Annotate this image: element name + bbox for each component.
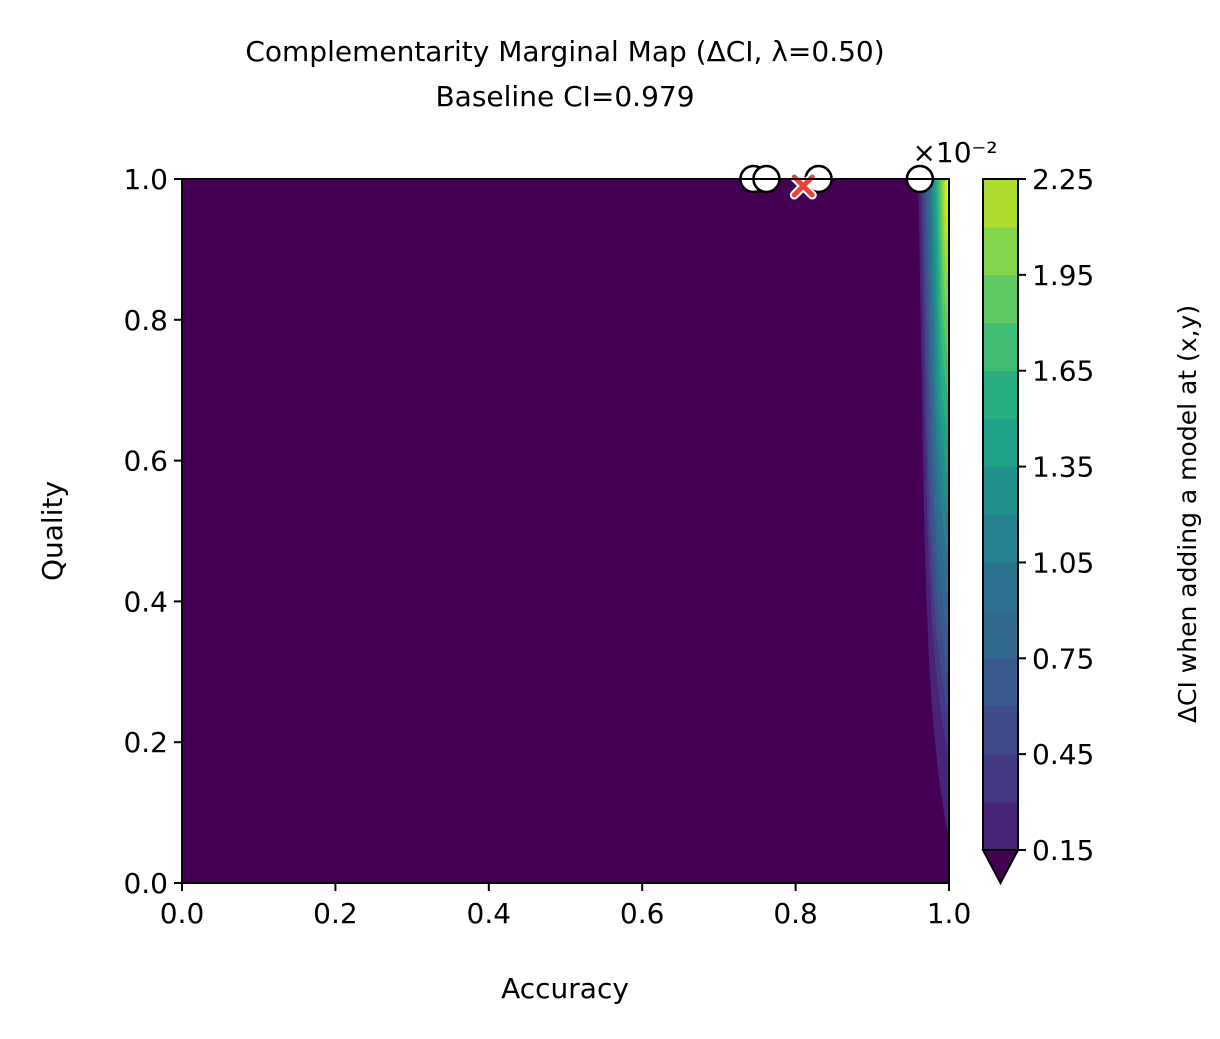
colorbar-tick-label: 0.75: [1032, 642, 1094, 675]
colorbar-band: [983, 514, 1018, 563]
y-tick-label: 0.8: [123, 304, 168, 337]
colorbar-scale-label: ×10⁻²: [912, 136, 997, 169]
x-tick-label: 1.0: [927, 897, 972, 930]
chart-title: Complementarity Marginal Map (ΔCI, λ=0.5…: [245, 35, 884, 68]
colorbar-band: [983, 706, 1018, 755]
colorbar-band: [983, 754, 1018, 803]
colorbar-tick-label: 1.65: [1032, 355, 1094, 388]
x-tick-label: 0.8: [773, 897, 818, 930]
x-tick-label: 0.4: [467, 897, 512, 930]
colorbar-band: [983, 802, 1018, 851]
colorbar-band: [983, 610, 1018, 659]
plot-frame: [181, 178, 950, 884]
colorbar-extend-triangle: [981, 849, 1020, 886]
colorbar-band: [983, 418, 1018, 468]
x-tick-label: 0.6: [620, 897, 665, 930]
colorbar-bands: [983, 179, 1018, 851]
y-tick-label: 0.2: [123, 726, 168, 759]
x-tick-label: 0.2: [313, 897, 358, 930]
colorbar-band: [983, 322, 1018, 372]
colorbar: 0.15 0.45 0.75 1.05 1.35 1.65 1.95 2.25 ×10⁻² Δ…: [912, 136, 1202, 886]
y-tick-label: 0.6: [123, 445, 168, 478]
x-tick-label: 0.0: [160, 897, 205, 930]
y-tick-label: 0.4: [123, 585, 168, 618]
colorbar-frame: [982, 178, 1019, 851]
colorbar-tick-label: 1.95: [1032, 259, 1094, 292]
contour-bands: [918, 179, 949, 841]
chart-subtitle: Baseline CI=0.979: [435, 80, 694, 113]
colorbar-tick-label: 1.35: [1032, 451, 1094, 484]
colorbar-band: [983, 562, 1018, 611]
colorbar-label: ΔCI when adding a model at (x,y): [1173, 305, 1202, 723]
colorbar-band: [983, 658, 1018, 707]
colorbar-tick-label: 0.45: [1032, 738, 1094, 771]
y-axis-label: Quality: [36, 481, 69, 581]
colorbar-ticks: 0.15 0.45 0.75 1.05 1.35 1.65 1.95 2.25: [1018, 163, 1094, 867]
colorbar-band: [983, 226, 1018, 276]
colorbar-tick-label: 1.05: [1032, 546, 1094, 579]
colorbar-band: [983, 466, 1018, 515]
colorbar-tick-label: 2.25: [1032, 163, 1094, 196]
y-tick-label: 0.0: [123, 867, 168, 900]
heatmap-background: [182, 179, 949, 883]
x-axis-ticks: 0.0 0.2 0.4 0.6 0.8 1.0: [160, 883, 972, 930]
best-point-marker: [791, 174, 815, 198]
colorbar-band: [983, 370, 1018, 420]
colorbar-tick-label: 0.15: [1032, 834, 1094, 867]
y-axis-ticks: 0.0 0.2 0.4 0.6 0.8 1.0: [123, 163, 182, 900]
y-tick-label: 1.0: [123, 163, 168, 196]
x-axis-label: Accuracy: [501, 972, 629, 1005]
plot-area: [181, 164, 950, 884]
colorbar-band: [983, 179, 1018, 228]
colorbar-band: [983, 274, 1018, 324]
